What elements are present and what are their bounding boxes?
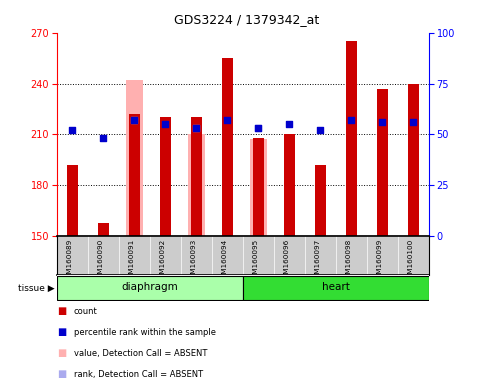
Text: ■: ■: [57, 348, 66, 358]
Bar: [243, 276, 429, 300]
Text: GDS3224 / 1379342_at: GDS3224 / 1379342_at: [174, 13, 319, 26]
Point: [161, 121, 169, 127]
Point: [192, 125, 200, 131]
Point: [130, 117, 138, 123]
Bar: [284, 134, 295, 236]
Point: [379, 119, 387, 125]
Text: GSM160099: GSM160099: [376, 239, 383, 283]
Text: rank, Detection Call = ABSENT: rank, Detection Call = ABSENT: [74, 370, 203, 379]
Text: GSM160092: GSM160092: [159, 239, 165, 283]
Text: ■: ■: [57, 369, 66, 379]
Point: [348, 117, 355, 123]
Text: GSM160098: GSM160098: [346, 239, 352, 283]
Point: [130, 117, 138, 123]
Bar: [188, 134, 205, 236]
Bar: [160, 118, 171, 236]
Text: percentile rank within the sample: percentile rank within the sample: [74, 328, 216, 337]
Point: [285, 121, 293, 127]
Point: [317, 127, 324, 133]
Point: [223, 117, 231, 123]
Bar: [126, 80, 143, 236]
Bar: [57, 276, 243, 300]
Text: GSM160093: GSM160093: [190, 239, 196, 283]
Bar: [346, 41, 357, 236]
Text: tissue ▶: tissue ▶: [18, 283, 54, 293]
Bar: [377, 89, 388, 236]
Text: diaphragm: diaphragm: [121, 283, 178, 293]
Text: GSM160089: GSM160089: [66, 239, 72, 283]
Text: value, Detection Call = ABSENT: value, Detection Call = ABSENT: [74, 349, 208, 358]
Point: [410, 119, 418, 125]
Bar: [222, 58, 233, 236]
Bar: [250, 139, 267, 236]
Bar: [315, 165, 326, 236]
Point: [254, 125, 262, 131]
Text: GSM160097: GSM160097: [315, 239, 320, 283]
Text: GSM160100: GSM160100: [407, 239, 414, 283]
Bar: [98, 223, 108, 236]
Point: [68, 127, 76, 133]
Bar: [191, 118, 202, 236]
Bar: [253, 138, 264, 236]
Text: GSM160096: GSM160096: [283, 239, 289, 283]
Text: count: count: [74, 306, 98, 316]
Bar: [129, 114, 140, 236]
Text: GSM160095: GSM160095: [252, 239, 258, 283]
Text: GSM160091: GSM160091: [128, 239, 134, 283]
Point: [254, 125, 262, 131]
Bar: [408, 84, 419, 236]
Text: ■: ■: [57, 306, 66, 316]
Point: [99, 136, 107, 142]
Text: GSM160090: GSM160090: [97, 239, 103, 283]
Text: GSM160094: GSM160094: [221, 239, 227, 283]
Text: ■: ■: [57, 327, 66, 337]
Text: heart: heart: [322, 283, 350, 293]
Point: [192, 125, 200, 131]
Bar: [67, 165, 77, 236]
